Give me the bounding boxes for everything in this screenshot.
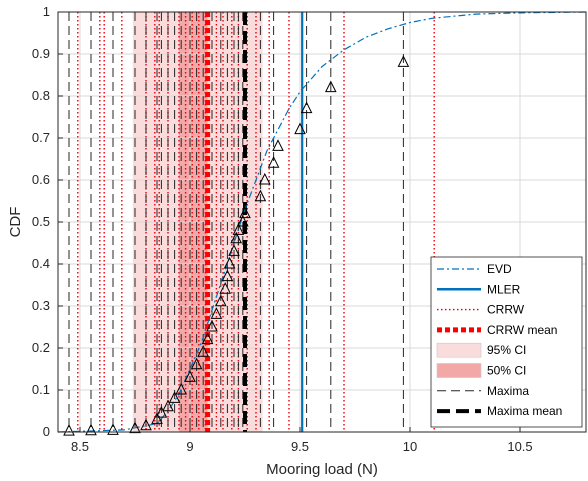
legend-label-maxima-mean: Maxima mean xyxy=(487,404,562,418)
maxima-marker xyxy=(184,370,196,382)
maxima-marker xyxy=(201,332,214,345)
maxima-marker xyxy=(221,269,234,282)
y-tick-label: 0.3 xyxy=(32,298,50,313)
maxima-marker xyxy=(267,156,280,168)
y-tick-label: 0.6 xyxy=(32,172,50,187)
legend-label-ci50: 50% CI xyxy=(487,364,526,378)
y-tick-label: 0.4 xyxy=(32,256,50,271)
y-tick-label: 0.7 xyxy=(32,130,50,145)
maxima-marker xyxy=(230,231,243,244)
x-tick-label: 9.5 xyxy=(291,439,309,454)
maxima-marker xyxy=(168,391,181,403)
maxima-marker xyxy=(190,357,203,370)
evd-curve xyxy=(57,11,587,433)
y-tick-label: 1 xyxy=(43,4,50,19)
legend: EVD MLER CRRW CRRW mean 95% CI 50% CI Maxima Ma… xyxy=(430,256,583,428)
legend-label-ci95: 95% CI xyxy=(487,343,526,357)
maxima-marker xyxy=(206,319,218,332)
maxima-marker xyxy=(258,172,271,185)
y-tick-label: 0.9 xyxy=(32,46,50,61)
maxima-marker xyxy=(151,412,163,424)
y-tick-label: 0 xyxy=(43,424,50,439)
maxima-marker xyxy=(232,223,245,235)
maxima-marker xyxy=(300,101,313,114)
maxima-marker xyxy=(129,421,141,434)
maxima-marker xyxy=(324,80,337,93)
legend-box xyxy=(430,256,583,428)
maxima-marker xyxy=(397,55,410,67)
maxima-marker xyxy=(223,256,236,269)
legend-label-mler: MLER xyxy=(487,282,521,296)
maxima-marker xyxy=(197,345,210,357)
x-axis-label: Mooring load (N) xyxy=(266,461,378,478)
maxima-marker xyxy=(155,405,168,418)
maxima-marker xyxy=(85,423,97,436)
maxima-marker xyxy=(210,307,223,319)
y-tick-label: 0.1 xyxy=(32,382,50,397)
maxima-marker xyxy=(162,399,174,412)
x-tick-label: 8.5 xyxy=(71,439,89,454)
x-tick-label: 10.5 xyxy=(507,439,532,454)
legend-label-evd: EVD xyxy=(487,262,512,276)
legend-label-maxima: Maxima xyxy=(487,384,529,398)
maxima-marker xyxy=(107,423,119,435)
maxima-marker xyxy=(272,139,284,151)
x-tick-label: 10 xyxy=(403,439,417,454)
maxima-marker xyxy=(239,206,251,219)
maxima-marker xyxy=(219,282,232,294)
legend-swatch-ci50 xyxy=(436,363,482,378)
y-axis-label: CDF xyxy=(7,207,24,238)
maxima-marker xyxy=(214,294,227,307)
y-tick-label: 0.8 xyxy=(32,88,50,103)
maxima-marker xyxy=(140,418,152,431)
maxima-marker xyxy=(294,122,306,135)
maxima-marker xyxy=(228,244,240,256)
y-tick-label: 0.2 xyxy=(32,340,50,355)
maxima-marker xyxy=(175,382,188,395)
legend-label-crrw: CRRW xyxy=(487,303,525,317)
x-tick-label: 9 xyxy=(186,439,193,454)
maxima-marker xyxy=(254,189,267,202)
maxima-marker xyxy=(63,424,75,436)
legend-label-crrw-mean: CRRW mean xyxy=(487,323,557,337)
maxima-marker xyxy=(236,214,249,227)
y-tick-label: 0.5 xyxy=(32,214,50,229)
legend-swatch-ci95 xyxy=(436,342,482,358)
